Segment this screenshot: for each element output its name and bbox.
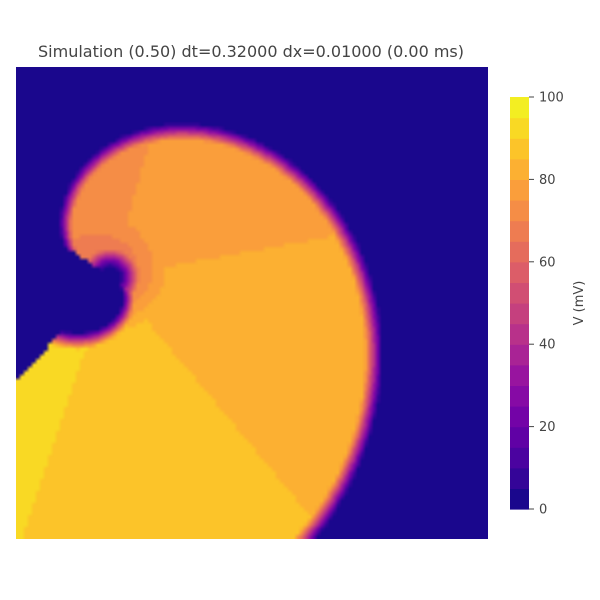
colorbar-segment bbox=[510, 241, 529, 263]
colorbar-tick-label: 0 bbox=[539, 503, 547, 518]
colorbar-segment bbox=[510, 138, 529, 160]
colorbar-tick-label: 20 bbox=[539, 420, 556, 435]
colorbar-segment bbox=[510, 97, 529, 119]
colorbar-tick-label: 80 bbox=[539, 173, 556, 188]
colorbar-segment bbox=[510, 179, 529, 201]
colorbar-segment bbox=[510, 406, 529, 428]
colorbar-segment bbox=[510, 158, 529, 180]
colorbar-segment bbox=[510, 488, 529, 510]
colorbar-segment bbox=[510, 200, 529, 222]
colorbar-segment bbox=[510, 303, 529, 325]
colorbar-segment bbox=[510, 323, 529, 345]
heatmap-plot bbox=[16, 67, 488, 539]
colorbar-tick-label: 40 bbox=[539, 338, 556, 353]
colorbar-tick-label: 60 bbox=[539, 255, 556, 270]
colorbar-segment bbox=[510, 426, 529, 448]
chart-title: Simulation (0.50) dt=0.32000 dx=0.01000 … bbox=[38, 42, 464, 61]
colorbar-segment bbox=[510, 385, 529, 407]
colorbar-segment bbox=[510, 344, 529, 366]
colorbar-segment bbox=[510, 467, 529, 489]
colorbar-segment bbox=[510, 220, 529, 242]
colorbar-segment bbox=[510, 447, 529, 469]
colorbar-segment bbox=[510, 261, 529, 283]
heatmap-field bbox=[16, 67, 488, 539]
colorbar-segment bbox=[510, 364, 529, 386]
colorbar-tick-label: 100 bbox=[539, 91, 564, 106]
colorbar: 0 20 40 60 80 100 bbox=[510, 91, 564, 518]
colorbar-segment bbox=[510, 117, 529, 139]
colorbar-segment bbox=[510, 282, 529, 304]
colorbar-label: V (mV) bbox=[572, 281, 587, 326]
